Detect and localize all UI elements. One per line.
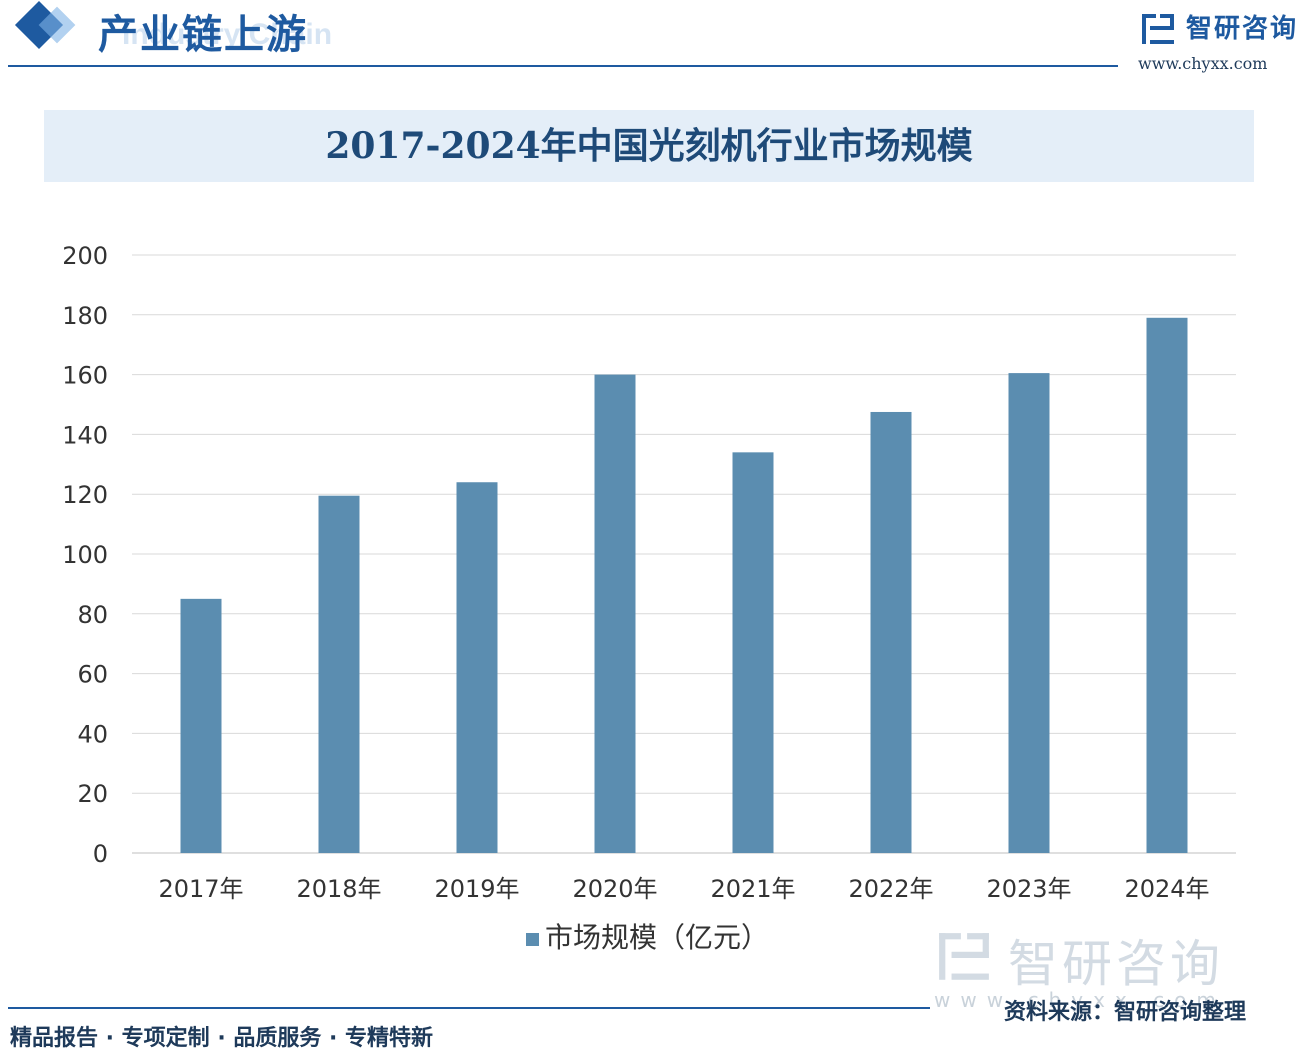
- x-tick-label: 2021年: [710, 875, 795, 903]
- section-title: 产业链上游: [98, 11, 308, 58]
- header-divider: [8, 65, 1118, 67]
- legend: 市场规模（亿元）: [526, 916, 769, 956]
- bar: [456, 482, 498, 853]
- y-tick-label: 140: [62, 421, 108, 449]
- y-tick-label: 200: [62, 242, 108, 270]
- footer-tagline: 精品报告 · 专项定制 · 品质服务 · 专精特新: [10, 1026, 434, 1051]
- bar: [870, 411, 912, 853]
- chart-title: 2017-2024年中国光刻机行业市场规模: [325, 125, 973, 167]
- footer-divider: [8, 1007, 930, 1009]
- y-tick-label: 40: [77, 720, 108, 748]
- brand-logo-icon: [1142, 14, 1174, 44]
- watermark-logo-icon: [939, 933, 989, 980]
- x-tick-label: 2020年: [572, 875, 657, 903]
- brand-url: www.chyxx.com: [1138, 54, 1268, 73]
- title-band: [44, 110, 1254, 182]
- y-tick-label: 120: [62, 481, 108, 509]
- bar: [594, 374, 636, 853]
- bar: [318, 495, 360, 853]
- bar: [1008, 373, 1050, 853]
- watermark-url: www.chyxx.com: [934, 988, 1226, 1012]
- y-tick-label: 180: [62, 302, 108, 330]
- x-tick-label: 2017年: [158, 875, 243, 903]
- y-tick-label: 0: [93, 840, 108, 868]
- legend-label: 市场规模（亿元）: [545, 921, 770, 954]
- y-tick-label: 160: [62, 362, 108, 390]
- y-tick-label: 80: [77, 601, 108, 629]
- x-tick-label: 2024年: [1124, 875, 1209, 903]
- bar: [732, 452, 774, 853]
- x-tick-label: 2019年: [434, 875, 519, 903]
- watermark-brand: 智研咨询: [1008, 935, 1224, 993]
- bar: [180, 598, 222, 853]
- x-tick-label: 2022年: [848, 875, 933, 903]
- brand-name: 智研咨询: [1186, 14, 1298, 44]
- y-tick-label: 60: [77, 661, 108, 689]
- x-tick-label: 2018年: [296, 875, 381, 903]
- y-tick-label: 20: [77, 780, 108, 808]
- bar: [1146, 317, 1188, 853]
- y-tick-label: 100: [62, 541, 108, 569]
- legend-swatch: [526, 932, 539, 946]
- x-tick-label: 2023年: [986, 875, 1071, 903]
- data-source: 资料来源：智研咨询整理: [1004, 1000, 1247, 1025]
